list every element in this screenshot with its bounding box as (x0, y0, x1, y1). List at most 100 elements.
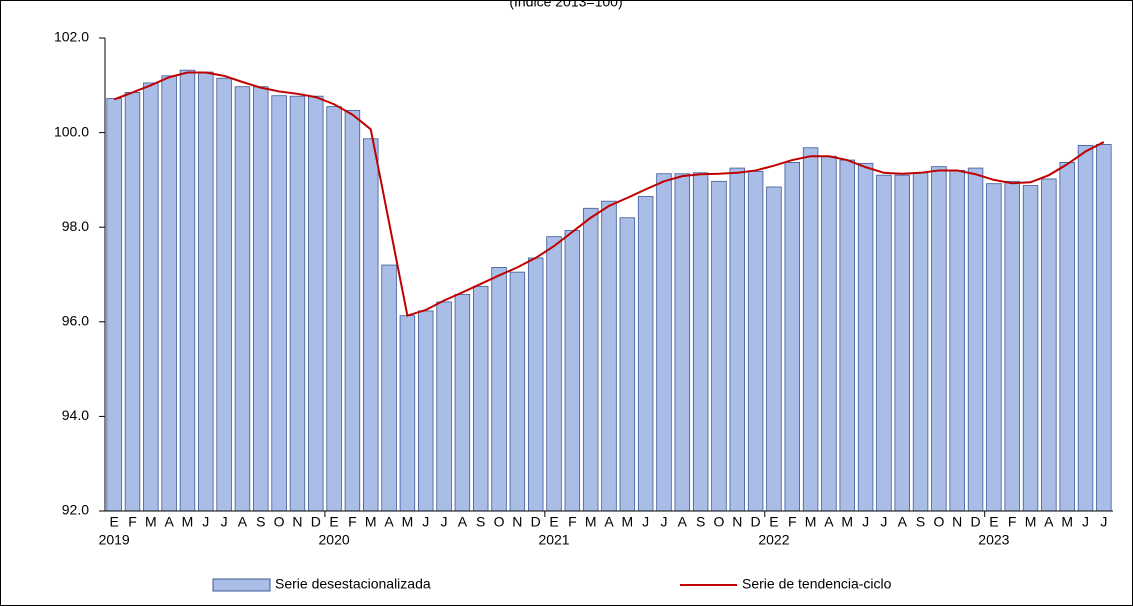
x-tick-label: J (1100, 514, 1107, 530)
x-tick-label: S (476, 514, 485, 530)
x-tick-label: D (311, 514, 321, 530)
x-tick-label: F (128, 514, 137, 530)
bar (417, 310, 434, 512)
bar (161, 75, 177, 512)
bar (949, 170, 965, 512)
x-tick-label: D (970, 514, 980, 530)
x-tick-label: J (202, 514, 209, 530)
bar (876, 174, 892, 512)
bar (454, 293, 471, 512)
bar (1096, 144, 1112, 512)
x-tick-label: M (621, 514, 633, 530)
bar (711, 180, 727, 512)
x-tick-label: J (1082, 514, 1089, 530)
x-tick-label: F (788, 514, 797, 530)
x-tick-label: M (402, 514, 414, 530)
bar (986, 183, 1002, 512)
trend-line (113, 71, 1105, 317)
bar (234, 86, 251, 512)
bar (1022, 185, 1039, 512)
bar (527, 257, 544, 512)
year-label: 2022 (758, 532, 789, 548)
bar (766, 186, 782, 512)
bar (271, 95, 287, 512)
x-tick-label: O (494, 514, 505, 530)
bar (326, 106, 342, 512)
bar (912, 172, 929, 512)
year-label: 2023 (978, 532, 1009, 548)
bar (582, 207, 599, 512)
x-tick-label: M (365, 514, 377, 530)
x-tick-label: S (256, 514, 265, 530)
year-label: 2019 (99, 532, 130, 548)
x-tick-label: J (642, 514, 649, 530)
legend-label: Serie desestacionalizada (275, 576, 431, 592)
bar (1041, 178, 1057, 512)
bar (216, 77, 232, 512)
bar (931, 166, 947, 512)
bar (546, 236, 562, 512)
bar (436, 301, 452, 512)
bar (1077, 144, 1094, 512)
x-tick-label: J (221, 514, 228, 530)
year-label: 2021 (538, 532, 569, 548)
bar (967, 167, 984, 512)
bar (198, 71, 214, 512)
x-tick-label: F (568, 514, 577, 530)
bar (399, 315, 416, 512)
x-tick-label: M (841, 514, 853, 530)
x-tick-label: N (512, 514, 522, 530)
y-tick-label: 98.0 (62, 218, 89, 234)
x-tick-label: A (898, 514, 908, 530)
bar (619, 217, 636, 512)
x-tick-label: J (660, 514, 667, 530)
x-tick-label: E (989, 514, 998, 530)
bar (308, 95, 324, 512)
bar (106, 98, 122, 512)
x-tick-label: F (348, 514, 357, 530)
bar (491, 267, 507, 512)
x-tick-label: E (769, 514, 778, 530)
bar (839, 159, 855, 512)
bar (253, 86, 269, 512)
x-tick-label: J (880, 514, 887, 530)
x-tick-label: N (292, 514, 302, 530)
bar (601, 200, 617, 512)
x-tick-label: E (329, 514, 338, 530)
x-tick-label: D (751, 514, 761, 530)
x-tick-label: A (238, 514, 248, 530)
x-tick-label: O (274, 514, 285, 530)
x-tick-label: A (384, 514, 394, 530)
bar (509, 271, 526, 512)
x-tick-label: M (145, 514, 157, 530)
bar (637, 196, 654, 512)
x-tick-label: F (1008, 514, 1017, 530)
bar (656, 173, 672, 512)
year-label: 2020 (319, 532, 350, 548)
bar (747, 170, 764, 512)
bar (381, 264, 397, 512)
y-tick-label: 92.0 (62, 502, 89, 518)
x-tick-label: J (862, 514, 869, 530)
bar (1004, 180, 1020, 512)
x-tick-label: S (916, 514, 925, 530)
x-tick-label: A (824, 514, 834, 530)
bar (143, 82, 159, 512)
x-tick-label: J (441, 514, 448, 530)
legend-swatch (212, 578, 271, 592)
bar (729, 167, 746, 512)
bar (784, 161, 801, 512)
bar (124, 91, 141, 512)
bar (179, 69, 196, 512)
x-tick-label: D (531, 514, 541, 530)
bar (1059, 161, 1075, 512)
y-tick-label: 102.0 (54, 29, 89, 45)
bar (802, 147, 819, 512)
x-tick-label: M (182, 514, 194, 530)
x-tick-label: A (678, 514, 688, 530)
y-tick-label: 100.0 (54, 123, 89, 139)
bar (692, 172, 709, 512)
bar (472, 285, 489, 512)
bar (674, 173, 691, 512)
